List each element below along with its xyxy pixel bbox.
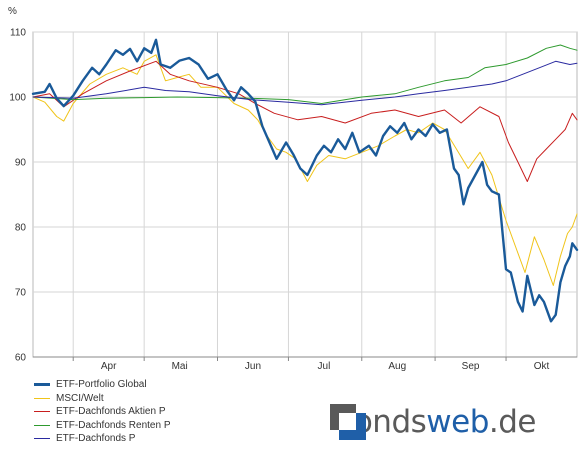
x-tick-label: Mai — [172, 361, 188, 372]
y-tick-label: 100 — [9, 93, 26, 104]
series-line-etf-portfolio-global — [31, 38, 579, 323]
legend-swatch — [34, 397, 50, 399]
legend-swatch — [34, 383, 50, 387]
y-tick-label: 90 — [15, 158, 27, 169]
grid — [32, 31, 578, 358]
fondsweb-logo-text: fondsweb.de — [343, 404, 536, 440]
legend-swatch — [34, 411, 50, 413]
axes — [33, 356, 577, 361]
legend-swatch — [34, 424, 50, 426]
legend-label: ETF-Dachfonds Aktien P — [56, 406, 166, 417]
y-tick-label: 60 — [15, 353, 27, 364]
legend-item: ETF-Portfolio Global — [34, 378, 171, 392]
series-line-msci-welt — [32, 54, 578, 286]
line-chart: 60 70 80 90 100 110 Apr Mai Jun Jul Aug Sep Okt% — [8, 6, 579, 372]
fondsweb-logo-mark-icon — [330, 404, 366, 440]
series-lines — [31, 38, 579, 323]
x-tick-label: Okt — [534, 361, 550, 372]
x-tick-label: Jul — [318, 361, 331, 372]
y-tick-label: 70 — [15, 288, 27, 299]
legend-item: MSCI/Welt — [34, 392, 171, 406]
legend-label: ETF-Portfolio Global — [56, 379, 147, 390]
legend-label: MSCI/Welt — [56, 392, 104, 404]
legend: ETF-Portfolio Global MSCI/Welt ETF-Dachfon… — [34, 378, 171, 446]
y-axis-unit-label: % — [8, 6, 17, 17]
tick-labels: 60 70 80 90 100 110 Apr Mai Jun Jul Aug Sep Okt% — [8, 6, 550, 372]
legend-label: ETF-Dachfonds P — [56, 433, 136, 444]
series-line-etf-dachfonds-aktien-p — [32, 60, 578, 182]
y-tick-label: 80 — [15, 223, 27, 234]
y-tick-label: 110 — [10, 28, 26, 39]
legend-item: ETF-Dachfonds P — [34, 432, 171, 446]
x-tick-label: Apr — [101, 361, 117, 372]
series-line-etf-dachfonds-p — [32, 60, 578, 106]
legend-label: ETF-Dachfonds Renten P — [56, 419, 171, 431]
x-tick-label: Jun — [245, 361, 261, 372]
legend-item: ETF-Dachfonds Renten P — [34, 419, 171, 433]
fondsweb-logo: fondsweb.de — [330, 402, 537, 442]
x-tick-label: Sep — [462, 361, 480, 372]
plot-area — [32, 31, 578, 358]
legend-item: ETF-Dachfonds Aktien P — [34, 405, 171, 419]
x-tick-label: Aug — [388, 361, 406, 372]
legend-swatch — [34, 438, 50, 440]
series-line-etf-dachfonds-renten-p — [32, 44, 578, 104]
